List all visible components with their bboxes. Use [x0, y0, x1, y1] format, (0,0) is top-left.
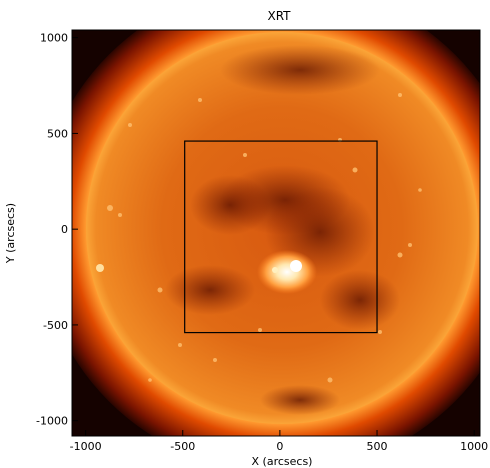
limb-brightening-west: [96, 264, 104, 272]
y-tick-label: 1000: [40, 32, 68, 45]
y-tick-label: -500: [43, 319, 68, 332]
y-tick-label: 0: [61, 223, 68, 236]
x-tick-label: -1000: [70, 440, 102, 453]
chart-title: XRT: [267, 9, 291, 23]
active-region: [257, 250, 317, 294]
x-tick-label: 0: [276, 440, 283, 453]
bright-points: [107, 93, 422, 383]
coronal-hole-regions: [165, 45, 400, 415]
y-axis-label: Y (arcsecs): [4, 203, 17, 264]
y-tick-label: -1000: [36, 415, 68, 428]
x-tick-label: -500: [170, 440, 195, 453]
x-axis-ticks: -1000 -500 0 500 1000: [70, 430, 488, 453]
y-axis-ticks: 1000 500 0 -500 -1000: [36, 32, 78, 428]
y-tick-label: 500: [47, 127, 68, 140]
x-tick-label: 1000: [460, 440, 488, 453]
plot-frame: [71, 29, 481, 437]
solar-image: [72, 30, 480, 436]
x-tick-label: 500: [367, 440, 388, 453]
field-of-view-box: [184, 140, 378, 334]
x-axis-label: X (arcsecs): [252, 455, 313, 468]
